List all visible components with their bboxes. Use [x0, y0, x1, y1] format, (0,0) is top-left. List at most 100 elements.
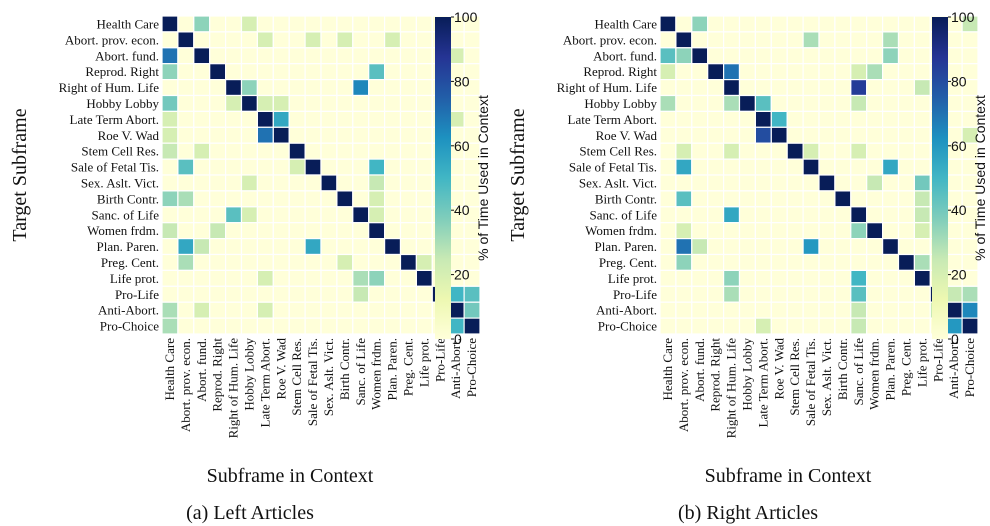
heatmap-cell [304, 174, 322, 192]
heatmap-cell [897, 206, 915, 224]
heatmap-cell [225, 126, 243, 144]
y-tick-label: Hobby Lobby [86, 96, 159, 111]
heatmap-cell [675, 15, 693, 33]
heatmap-cell [272, 269, 290, 287]
heatmap-cell [288, 190, 306, 208]
heatmap-cell [866, 15, 884, 33]
heatmap-cell [738, 174, 756, 192]
heatmap-cell [659, 15, 677, 33]
heatmap-cell [881, 78, 900, 97]
heatmap-cell [945, 238, 963, 256]
heatmap-cell [320, 206, 338, 224]
colorbar-tick-label: 100 [951, 9, 975, 25]
heatmap-cell [288, 301, 306, 319]
heatmap-cell [754, 78, 772, 97]
heatmap-cell [802, 78, 820, 97]
heatmap-cell [225, 94, 243, 112]
heatmap-cell [304, 78, 322, 97]
heatmap-cell [866, 238, 884, 256]
heatmap-cell [675, 285, 693, 303]
heatmap-cell [659, 285, 677, 303]
heatmap-cell [209, 222, 227, 240]
heatmap-cell [368, 126, 386, 144]
heatmap-cell [320, 31, 338, 49]
heatmap-cell [352, 142, 370, 160]
heatmap-cell [177, 269, 195, 287]
heatmap-cell [850, 317, 868, 335]
y-tick-label: Sale of Fetal Tis. [569, 160, 657, 175]
heatmap-cell [336, 126, 354, 144]
heatmap-cell [352, 301, 370, 319]
heatmap-cell [754, 238, 772, 256]
heatmap-cell [802, 63, 820, 81]
heatmap-cell [722, 269, 741, 287]
heatmap-cell [161, 317, 179, 335]
heatmap-cell [288, 142, 306, 160]
heatmap-cell [177, 158, 195, 176]
heatmap-cell [818, 269, 836, 287]
heatmap-cell [272, 110, 290, 128]
heatmap-cell [834, 174, 852, 192]
heatmap-cell [722, 63, 741, 81]
heatmap-cell [722, 253, 741, 271]
heatmap-cell [415, 301, 433, 319]
heatmap-cell [177, 78, 195, 97]
heatmap-cell [209, 317, 227, 335]
heatmap-cell [161, 142, 179, 160]
heatmap-cell [177, 47, 195, 65]
heatmap-cell [691, 222, 709, 240]
heatmap-cell [691, 301, 709, 319]
x-tick-label: Sanc. of Life [353, 338, 368, 406]
heatmap-cell [177, 206, 195, 224]
heatmap-cell [722, 15, 741, 33]
heatmap-cell [225, 158, 243, 176]
heatmap-cell [770, 158, 788, 176]
heatmap-cell [288, 94, 306, 112]
heatmap-cell [659, 47, 677, 65]
heatmap-cell [336, 238, 354, 256]
heatmap-cell [722, 190, 741, 208]
heatmap-cell [802, 158, 820, 176]
x-tick-label: Pro-Choice [464, 338, 479, 397]
heatmap-cell [913, 253, 931, 271]
heatmap-cell [177, 317, 195, 335]
heatmap-cell [881, 31, 900, 49]
heatmap-cell [272, 142, 290, 160]
heatmap-cell [209, 190, 227, 208]
heatmap-cell [352, 126, 370, 144]
y-tick-label: Pro-Choice [100, 319, 159, 334]
heatmap-cell [945, 47, 963, 65]
heatmap-cell [913, 110, 931, 128]
heatmap-cell [256, 94, 274, 112]
heatmap-cell [866, 94, 884, 112]
heatmap-cell [691, 285, 709, 303]
colorbar-tick-label: 100 [454, 9, 478, 25]
x-tick-label: Abort. prov. econ. [676, 338, 691, 432]
heatmap-cell [786, 206, 804, 224]
heatmap-cell [415, 63, 433, 81]
heatmap-cell [866, 110, 884, 128]
heatmap-cell [881, 110, 900, 128]
y-tick-label: Late Term Abort. [70, 112, 159, 127]
heatmap-cell [722, 238, 741, 256]
heatmap-cell [754, 269, 772, 287]
y-tick-label: Women frdm. [87, 223, 159, 238]
heatmap-cell [352, 110, 370, 128]
y-tick-label: Pro-Life [613, 287, 657, 302]
heatmap-cell [850, 31, 868, 49]
heatmap-cell [415, 94, 433, 112]
heatmap-cell [961, 285, 979, 303]
heatmap-cell [961, 47, 979, 65]
heatmap-cell [707, 78, 725, 97]
heatmap-cell [209, 285, 227, 303]
heatmap-cell [834, 142, 852, 160]
heatmap-cell [722, 174, 741, 192]
heatmap-cell [225, 78, 243, 97]
heatmap-cell [738, 63, 756, 81]
heatmap-cell [659, 94, 677, 112]
heatmap-cell [320, 317, 338, 335]
heatmap-cell [834, 301, 852, 319]
heatmap-cell [866, 285, 884, 303]
y-tick-label: Right of Hum. Life [557, 80, 658, 95]
